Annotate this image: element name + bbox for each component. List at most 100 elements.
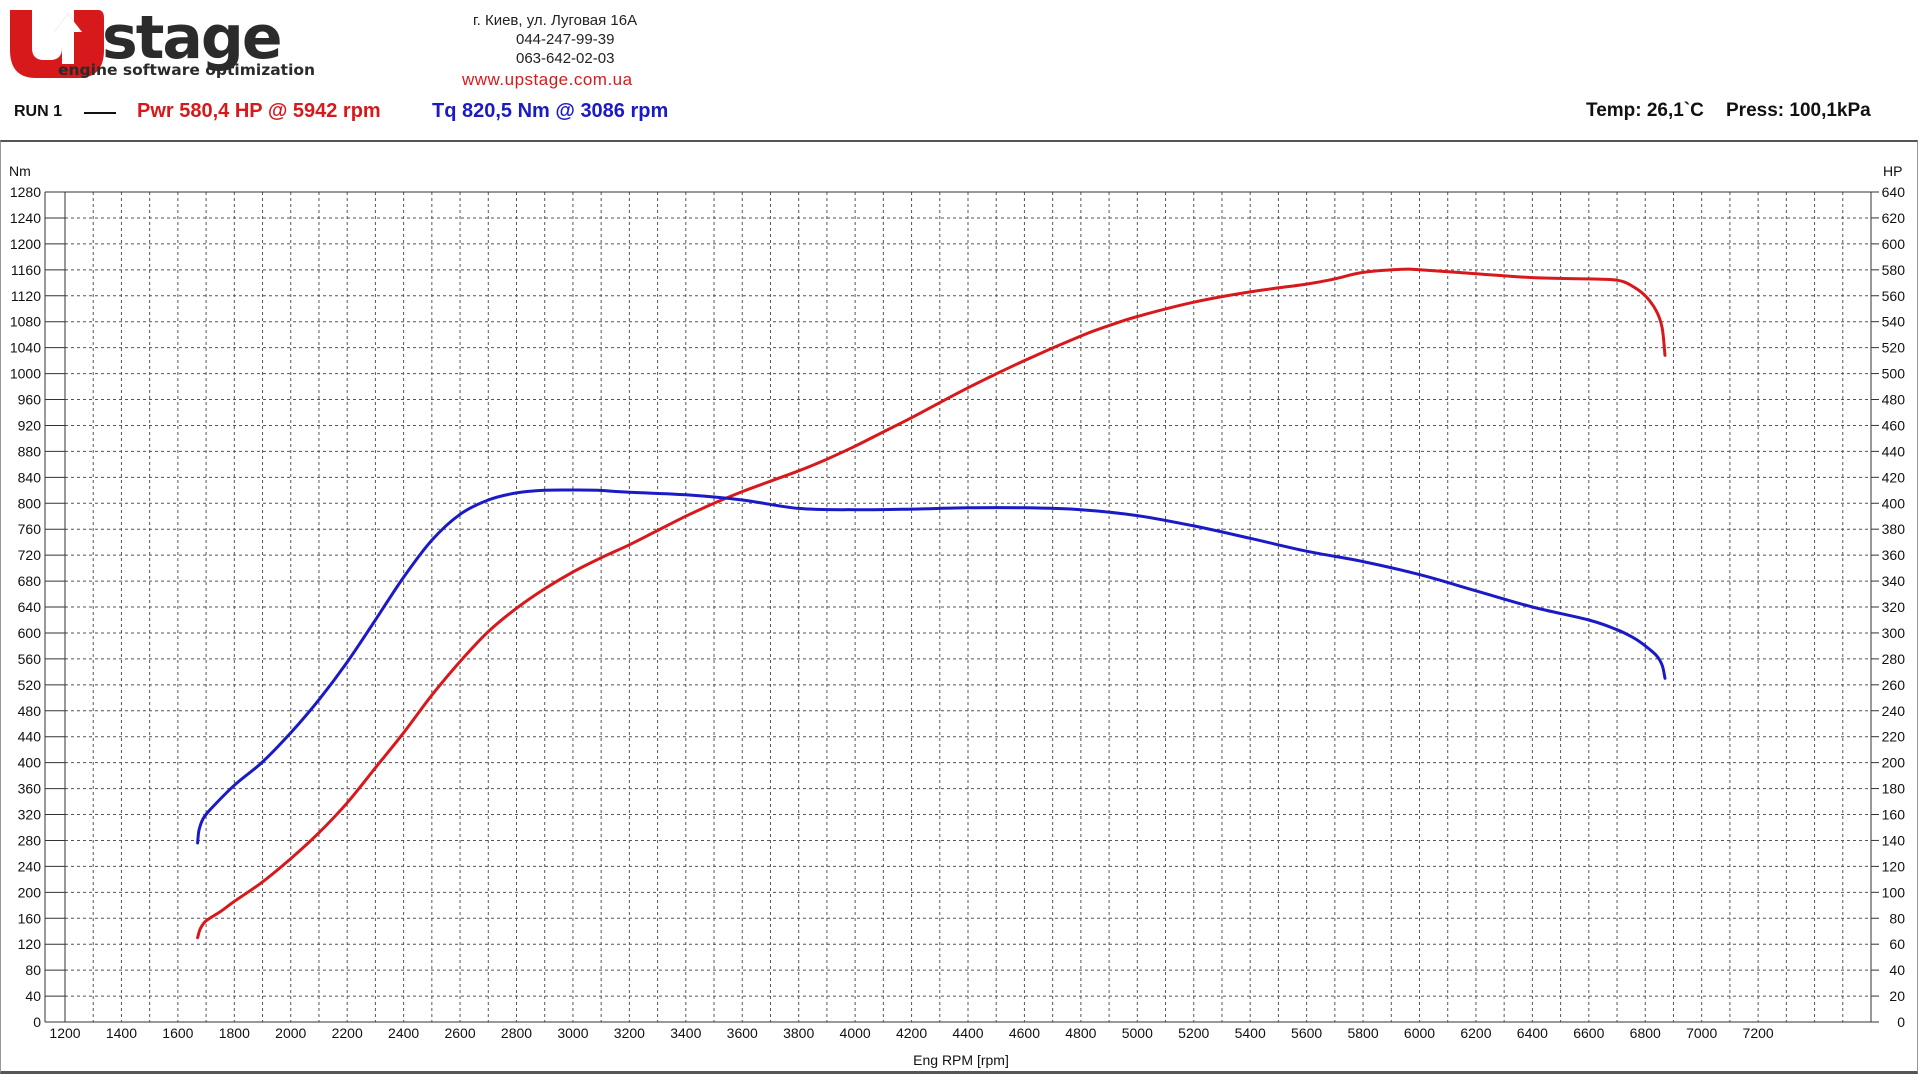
- y-left-tick-label: 280: [18, 832, 42, 848]
- y-left-tick-label: 1280: [10, 184, 41, 200]
- y-left-tick-label: 1200: [10, 236, 41, 252]
- y-left-tick-label: 560: [18, 651, 42, 667]
- x-tick-label: 1200: [49, 1025, 80, 1041]
- phone-1: 044-247-99-39: [516, 31, 615, 48]
- y-right-tick-label: 420: [1882, 469, 1906, 485]
- x-tick-label: 2000: [275, 1025, 306, 1041]
- y-right-tick-label: 340: [1882, 573, 1906, 589]
- y-left-tick-label: 1000: [10, 366, 41, 382]
- x-tick-label: 5000: [1122, 1025, 1153, 1041]
- run-label: RUN 1: [14, 103, 63, 120]
- y-right-tick-label: 140: [1882, 832, 1906, 848]
- logo-word: stage: [102, 4, 281, 73]
- x-tick-label: 3600: [727, 1025, 758, 1041]
- y-left-tick-label: 0: [33, 1014, 41, 1030]
- x-tick-label: 5600: [1291, 1025, 1322, 1041]
- x-tick-label: 2200: [332, 1025, 363, 1041]
- y-right-tick-label: 300: [1882, 625, 1906, 641]
- y-right-tick-label: 480: [1882, 392, 1906, 408]
- y-right-tick-label: 120: [1882, 858, 1906, 874]
- chart-series: [196, 267, 1667, 940]
- y-left-tick-label: 720: [18, 547, 42, 563]
- y-right-tick-label: 520: [1882, 340, 1906, 356]
- x-tick-label: 3000: [557, 1025, 588, 1041]
- y-right-tick-label: 460: [1882, 417, 1906, 433]
- y-right-tick-label: 600: [1882, 236, 1906, 252]
- x-tick-label: 6200: [1460, 1025, 1491, 1041]
- y-right-tick-label: 400: [1882, 495, 1906, 511]
- y-right-tick-label: 380: [1882, 521, 1906, 537]
- y-right-tick-label: 220: [1882, 729, 1906, 745]
- x-tick-label: 4000: [840, 1025, 871, 1041]
- x-tick-label: 4400: [952, 1025, 983, 1041]
- y-left-tick-label: 640: [18, 599, 42, 615]
- y-right-tick-label: 20: [1889, 988, 1905, 1004]
- temperature-readout: Temp: 26,1`C: [1586, 100, 1704, 121]
- x-tick-label: 3200: [614, 1025, 645, 1041]
- y-right-axis-title: HP: [1883, 163, 1902, 179]
- y-left-tick-label: 1080: [10, 314, 41, 330]
- run-line-marker: [84, 112, 116, 114]
- website-link[interactable]: www.upstage.com.ua: [462, 70, 633, 89]
- y-right-tick-label: 60: [1889, 936, 1905, 952]
- y-right-tick-label: 180: [1882, 781, 1906, 797]
- x-tick-label: 2400: [388, 1025, 419, 1041]
- y-left-tick-label: 800: [18, 495, 42, 511]
- y-left-tick-label: 1120: [11, 288, 41, 304]
- x-tick-label: 1800: [219, 1025, 250, 1041]
- y-right-tick-label: 160: [1882, 807, 1906, 823]
- y-right-tick-label: 260: [1882, 677, 1906, 693]
- x-tick-label: 1600: [162, 1025, 193, 1041]
- y-right-tick-label: 40: [1889, 962, 1905, 978]
- y-left-tick-label: 320: [18, 807, 42, 823]
- y-left-tick-label: 520: [18, 677, 42, 693]
- address: г. Киев, ул. Луговая 16А: [473, 12, 638, 29]
- x-tick-label: 5800: [1347, 1025, 1378, 1041]
- y-right-tick-label: 320: [1882, 599, 1906, 615]
- y-left-tick-label: 440: [18, 729, 42, 745]
- y-left-tick-label: 120: [18, 936, 42, 952]
- y-left-axis-title: Nm: [9, 163, 31, 179]
- y-left-tick-label: 1240: [10, 210, 41, 226]
- x-tick-label: 7000: [1686, 1025, 1717, 1041]
- y-right-tick-label: 560: [1882, 288, 1906, 304]
- y-right-tick-label: 100: [1882, 884, 1906, 900]
- pressure-readout: Press: 100,1kPa: [1726, 100, 1871, 121]
- x-tick-label: 2600: [444, 1025, 475, 1041]
- y-left-tick-label: 760: [18, 521, 42, 537]
- x-tick-label: 5200: [1178, 1025, 1209, 1041]
- logo-tagline: engine software optimization: [58, 61, 315, 79]
- y-left-tick-label: 600: [18, 625, 42, 641]
- x-tick-label: 5400: [1235, 1025, 1266, 1041]
- x-tick-label: 4600: [1009, 1025, 1040, 1041]
- y-right-tick-label: 580: [1882, 262, 1906, 278]
- x-tick-label: 6000: [1404, 1025, 1435, 1041]
- y-left-tick-label: 160: [18, 910, 42, 926]
- x-tick-label: 6400: [1517, 1025, 1548, 1041]
- y-left-tick-label: 200: [18, 884, 42, 900]
- y-right-tick-label: 80: [1889, 910, 1905, 926]
- y-left-tick-label: 680: [18, 573, 42, 589]
- x-tick-label: 4800: [1065, 1025, 1096, 1041]
- y-right-tick-label: 620: [1882, 210, 1906, 226]
- x-tick-label: 1400: [106, 1025, 137, 1041]
- phone-2: 063-642-02-03: [516, 50, 615, 67]
- power-curve: [196, 267, 1667, 940]
- x-axis-title: Eng RPM [rpm]: [913, 1052, 1009, 1068]
- plot-border: [64, 191, 1872, 1023]
- dyno-chart: 1200 1400 1600 1800 2000 2200 2400 2600 2800 3000…: [9, 163, 1906, 1068]
- y-left-tick-label: 840: [18, 469, 42, 485]
- x-tick-label: 7200: [1743, 1025, 1774, 1041]
- y-right-tick-label: 500: [1882, 366, 1906, 382]
- y-right-tick-label: 280: [1882, 651, 1906, 667]
- report-header: stage engine software optimization г. Ки…: [0, 0, 1920, 140]
- y-right-tick-label: 540: [1882, 314, 1906, 330]
- x-tick-label: 6800: [1630, 1025, 1661, 1041]
- y-right-tick-label: 440: [1882, 443, 1906, 459]
- y-left-tick-label: 920: [18, 417, 42, 433]
- y-right-tick-label: 0: [1897, 1014, 1905, 1030]
- torque-summary: Tq 820,5 Nm @ 3086 rpm: [432, 100, 669, 122]
- y-left-tick-label: 880: [18, 443, 42, 459]
- y-left-tick-label: 1160: [11, 262, 41, 278]
- chart-grid: [44, 191, 1879, 1023]
